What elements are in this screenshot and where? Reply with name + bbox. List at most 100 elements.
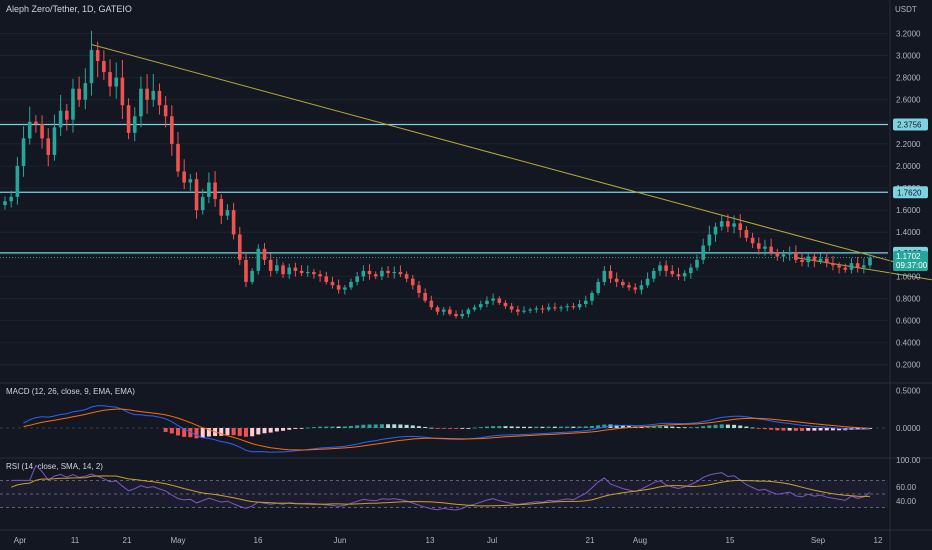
- candle-body: [361, 270, 366, 277]
- macd-histogram-bar: [416, 426, 421, 428]
- candle-body: [812, 256, 817, 261]
- candle-body: [207, 182, 211, 197]
- candles: [3, 30, 872, 320]
- candle-body: [775, 252, 780, 257]
- level-badge-label: 2.3756: [897, 120, 922, 129]
- candle-body: [478, 304, 483, 308]
- candle-body: [182, 171, 186, 183]
- macd-histogram-bar: [787, 428, 792, 431]
- candle-body: [120, 77, 125, 106]
- macd-histogram-bar: [330, 426, 335, 428]
- candle-body: [763, 246, 767, 249]
- macd-histogram-bar: [812, 428, 817, 431]
- macd-line: [23, 405, 871, 453]
- macd-histogram-bar: [620, 425, 625, 428]
- macd-histogram-bar: [713, 424, 718, 428]
- macd-histogram-bar: [386, 424, 391, 428]
- macd-histogram-bar: [769, 428, 774, 430]
- price-tick-label: 2.2000: [896, 140, 921, 149]
- macd-histogram-bar: [274, 428, 279, 432]
- macd-histogram-bar: [583, 426, 588, 428]
- time-axis-label: 15: [726, 536, 735, 545]
- candle-body: [139, 88, 143, 117]
- macd-histogram-bar: [225, 428, 230, 436]
- candle-body: [176, 143, 180, 172]
- macd-histogram-bar: [188, 428, 193, 438]
- candle-body: [77, 88, 81, 100]
- candle-body: [546, 307, 551, 310]
- macd-histogram-bar: [676, 427, 681, 428]
- candle-body: [843, 267, 848, 270]
- macd-histogram-bar: [682, 427, 687, 429]
- horizontal-levels[interactable]: [0, 123, 888, 259]
- candle-body: [163, 105, 168, 117]
- macd-histogram-bar: [664, 426, 669, 428]
- candle-body: [781, 254, 786, 257]
- macd-histogram-bar: [762, 428, 767, 430]
- macd-histogram-bar: [503, 426, 508, 428]
- time-axis-label: 12: [874, 536, 883, 545]
- macd-histogram-bar: [293, 428, 298, 429]
- macd-histogram-bar: [830, 428, 835, 431]
- macd-histogram-bar: [559, 426, 564, 428]
- main-grid: [0, 32, 888, 366]
- macd-histogram-bar: [342, 426, 347, 428]
- time-axis-label: Aug: [633, 536, 647, 545]
- time-axis-label: May: [170, 536, 185, 545]
- candle-body: [849, 263, 854, 270]
- candle-body: [787, 252, 792, 255]
- price-tick-label: 0.6000: [896, 317, 921, 326]
- macd-histogram-bar: [861, 428, 866, 430]
- candle-body: [188, 179, 193, 183]
- candle-body: [231, 210, 236, 235]
- candle-body: [343, 287, 347, 290]
- candle-body: [509, 306, 514, 310]
- macd-tick-label: 0.0000: [896, 424, 921, 433]
- macd-histogram-bar: [472, 427, 477, 429]
- candle-body: [577, 304, 582, 308]
- candle-body: [583, 300, 588, 305]
- macd-histogram-bar: [256, 428, 261, 435]
- level-badge: [893, 186, 928, 199]
- candle-body: [392, 271, 397, 274]
- price-tick-label: 2.8000: [896, 74, 921, 83]
- macd-histogram-bar: [491, 426, 496, 428]
- macd-histogram-bar: [194, 428, 199, 439]
- macd-histogram-bar: [565, 426, 570, 428]
- macd-histogram-bar: [423, 426, 428, 428]
- candle-body: [9, 196, 13, 202]
- macd-histogram-bar: [429, 427, 434, 429]
- candle-body: [410, 278, 415, 286]
- macd-histogram-bar: [596, 425, 601, 428]
- candle-body: [213, 182, 217, 200]
- macd-histogram-bar: [324, 426, 329, 428]
- candle-body: [454, 313, 458, 317]
- candle-body: [157, 90, 162, 106]
- macd-histogram-bar: [454, 428, 459, 429]
- rsi-pane: 100.00 60.00 40.00: [0, 456, 921, 511]
- candle-body: [472, 307, 477, 310]
- macd-histogram-bar: [589, 425, 594, 428]
- time-axis[interactable]: Apr 11 21 May 16 Jun 13 Jul 21 Aug 15 Sep 12: [14, 536, 883, 545]
- candle-body: [194, 179, 199, 211]
- macd-histogram-bar: [231, 428, 236, 436]
- candle-body: [596, 281, 600, 293]
- candle-body: [299, 270, 304, 274]
- macd-histogram-bar: [299, 428, 304, 429]
- macd-histogram-bar: [571, 426, 576, 428]
- rsi-label: RSI (14, close, SMA, 14, 2): [6, 462, 103, 471]
- candle-body: [275, 265, 279, 271]
- macd-histogram-bar: [404, 424, 409, 428]
- candle-body: [305, 271, 310, 274]
- time-axis-label: 21: [123, 536, 132, 545]
- candle-body: [627, 285, 631, 288]
- candle-body: [726, 221, 730, 227]
- trendline[interactable]: [91, 44, 920, 270]
- candle-body: [534, 308, 539, 310]
- macd-histogram-bar: [528, 426, 533, 428]
- macd-histogram-bar: [670, 426, 675, 428]
- candle-body: [46, 138, 51, 155]
- macd-histogram-bar: [509, 426, 514, 428]
- last-price-countdown: 09:37:00: [896, 261, 928, 270]
